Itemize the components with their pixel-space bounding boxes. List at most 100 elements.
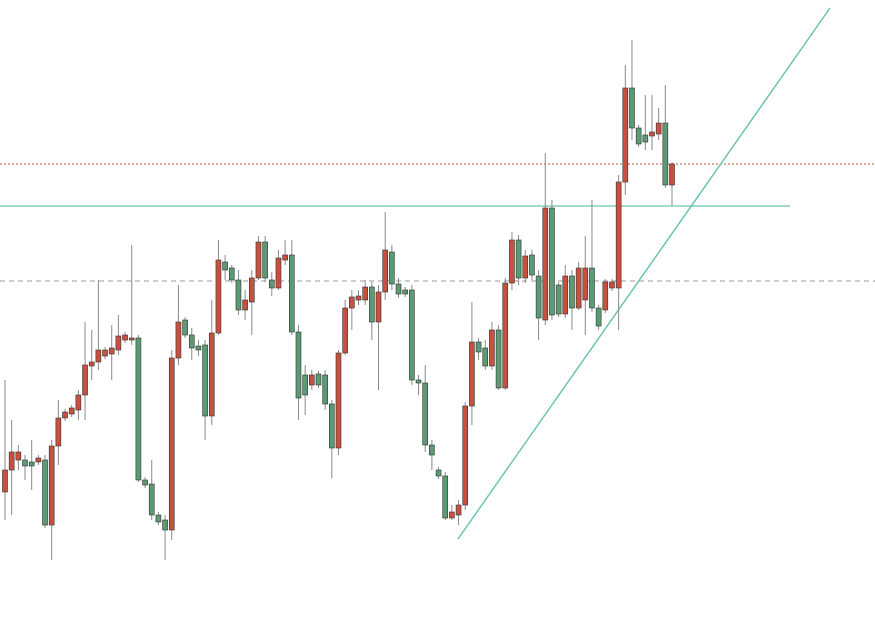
candle-body <box>475 341 482 353</box>
candle-body <box>455 504 462 516</box>
candle-body <box>309 374 315 386</box>
candle-body <box>42 459 48 526</box>
candle-body <box>462 405 469 506</box>
candle-body <box>195 345 202 351</box>
candle-body <box>48 445 55 526</box>
candle-body <box>595 307 602 327</box>
candle-body <box>622 87 629 183</box>
candle-body <box>635 127 642 145</box>
candle-body <box>108 347 115 355</box>
candle-body <box>409 289 415 381</box>
candle-body <box>615 181 622 289</box>
candle-body <box>589 267 595 309</box>
candle-body <box>88 361 95 367</box>
candle-body <box>295 331 302 399</box>
candle-body <box>175 321 182 359</box>
candle-body <box>115 335 122 351</box>
candle-body <box>8 451 15 471</box>
candle-body <box>329 403 335 449</box>
candle-body <box>562 275 569 315</box>
candle-body <box>289 254 295 333</box>
candle-body <box>242 299 248 311</box>
candle-body <box>68 407 75 415</box>
candle-body <box>262 241 268 279</box>
candle-body <box>135 337 142 481</box>
candle-body <box>402 289 409 295</box>
candle-body <box>28 461 35 467</box>
candle-body <box>602 281 609 311</box>
candle-body <box>442 475 449 519</box>
candle-body <box>62 411 68 419</box>
candle-body <box>95 349 102 363</box>
candle-body <box>268 279 275 289</box>
candle-body <box>142 479 148 486</box>
candle-body <box>75 394 82 411</box>
candle-body <box>609 281 615 289</box>
candle-body <box>128 337 135 341</box>
candle-body <box>228 267 235 281</box>
candle-body <box>549 207 555 316</box>
candle-body <box>449 511 455 519</box>
candle-body <box>535 275 542 319</box>
candle-body <box>495 329 502 389</box>
candle-body <box>275 257 282 289</box>
candle-body <box>649 131 655 137</box>
candle-body <box>435 469 442 477</box>
candle-body <box>482 347 489 367</box>
candle-body <box>82 364 88 396</box>
candle-body <box>122 334 128 341</box>
candle-body <box>22 459 28 467</box>
candle-body <box>315 373 322 386</box>
candle-body <box>282 254 288 261</box>
candle-body <box>355 295 362 301</box>
candle-body <box>569 275 575 309</box>
candle-body <box>395 283 402 295</box>
candle-body <box>422 382 429 446</box>
candle-body <box>102 349 108 357</box>
candle-body <box>248 277 255 303</box>
candle-body <box>662 122 669 186</box>
candle-body <box>15 451 22 461</box>
candle-body <box>255 241 262 279</box>
candle-body <box>322 374 328 405</box>
candle-body <box>642 134 649 143</box>
candle-body <box>509 239 515 284</box>
candle-body <box>582 267 589 301</box>
candle-body <box>502 282 509 389</box>
candle-body <box>55 417 62 447</box>
candle-body <box>202 344 208 417</box>
candle-body <box>188 334 195 349</box>
candle-body <box>168 357 175 531</box>
trend-line <box>457 7 831 540</box>
candle-body <box>655 122 662 135</box>
candle-body <box>208 332 215 417</box>
candle-body <box>469 341 475 407</box>
candle-body <box>375 291 382 323</box>
candle-body <box>669 163 675 186</box>
candle-body <box>342 307 348 354</box>
candle-body <box>369 286 375 323</box>
candle-body <box>302 374 308 396</box>
candle-body <box>389 251 395 285</box>
candle-body <box>182 319 188 336</box>
candle-body <box>335 352 342 449</box>
candle-body <box>215 259 222 334</box>
candle-body <box>515 239 522 279</box>
candle-body <box>362 286 368 301</box>
candle-body <box>429 444 435 456</box>
candle-body <box>575 267 582 309</box>
candle-body <box>155 514 162 523</box>
candle-body <box>35 457 42 463</box>
candle-body <box>542 207 549 321</box>
candle-body <box>235 279 242 311</box>
candle-body <box>529 254 535 276</box>
candle-body <box>629 87 635 129</box>
candle-body <box>522 255 529 279</box>
candle-body <box>382 249 388 293</box>
candle-body <box>349 296 355 309</box>
candle-body <box>2 469 8 493</box>
candle-body <box>148 483 155 516</box>
candle-body <box>489 329 495 367</box>
candle-body <box>415 379 422 384</box>
